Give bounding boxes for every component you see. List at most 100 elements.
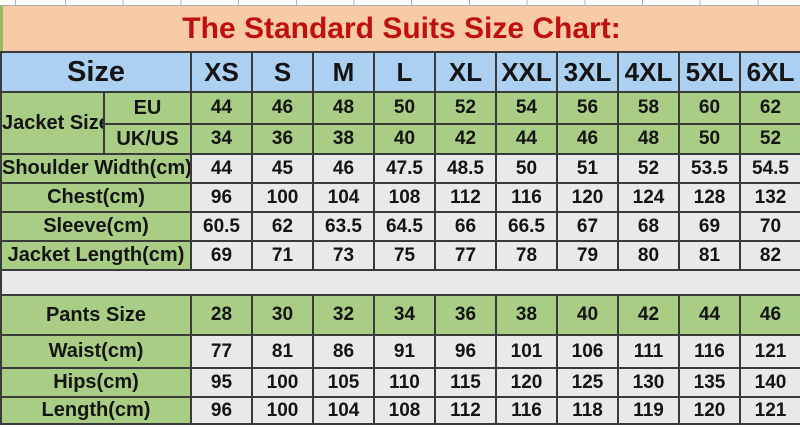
sleeve-cell: 63.5 bbox=[312, 211, 375, 242]
length-cell: 118 bbox=[556, 396, 619, 425]
sleeve-label: Sleeve(cm) bbox=[0, 211, 192, 242]
size-column-header: 4XL bbox=[617, 51, 680, 93]
jacket-length-cell: 79 bbox=[556, 240, 619, 271]
size-column-header: M bbox=[312, 51, 375, 93]
pants-size-row: Pants Size 28 30 32 34 36 38 40 42 44 46 bbox=[0, 294, 800, 336]
length-row: Length(cm) 96 100 104 108 112 116 118 119 120 121 bbox=[0, 396, 800, 425]
waist-cell: 111 bbox=[617, 334, 680, 369]
length-cell: 121 bbox=[739, 396, 800, 425]
shoulder-width-cell: 44 bbox=[190, 153, 253, 184]
length-cell: 112 bbox=[434, 396, 497, 425]
waist-row: Waist(cm) 77 81 86 91 96 101 106 111 116 121 bbox=[0, 334, 800, 369]
jacket-length-cell: 82 bbox=[739, 240, 800, 271]
chest-cell: 132 bbox=[739, 182, 800, 213]
pants-size-cell: 44 bbox=[678, 294, 741, 336]
sleeve-cell: 69 bbox=[678, 211, 741, 242]
jacket-length-row: Jacket Length(cm) 69 71 73 75 77 78 79 80 81 82 bbox=[0, 240, 800, 271]
waist-label: Waist(cm) bbox=[0, 334, 192, 369]
hips-cell: 100 bbox=[251, 367, 314, 398]
eu-size-cell: 60 bbox=[678, 91, 741, 125]
eu-size-cell: 50 bbox=[373, 91, 436, 125]
ukus-size-cell: 40 bbox=[373, 123, 436, 155]
waist-cell: 86 bbox=[312, 334, 375, 369]
size-column-header: XXL bbox=[495, 51, 558, 93]
chest-cell: 116 bbox=[495, 182, 558, 213]
shoulder-width-cell: 53.5 bbox=[678, 153, 741, 184]
pants-size-cell: 38 bbox=[495, 294, 558, 336]
chest-cell: 108 bbox=[373, 182, 436, 213]
jacket-length-cell: 77 bbox=[434, 240, 497, 271]
size-column-header: 6XL bbox=[739, 51, 800, 93]
pants-size-label: Pants Size bbox=[0, 294, 192, 336]
ukus-size-cell: 48 bbox=[617, 123, 680, 155]
size-column-header: XL bbox=[434, 51, 497, 93]
chest-cell: 120 bbox=[556, 182, 619, 213]
jacket-eu-row: Jacket Size EU 44 46 48 50 52 54 56 58 60 62 bbox=[0, 91, 800, 155]
ukus-size-cell: 34 bbox=[190, 123, 253, 155]
length-cell: 96 bbox=[190, 396, 253, 425]
sleeve-cell: 66.5 bbox=[495, 211, 558, 242]
size-column-header: 3XL bbox=[556, 51, 619, 93]
waist-cell: 106 bbox=[556, 334, 619, 369]
sleeve-cell: 66 bbox=[434, 211, 497, 242]
ukus-size-cell: 42 bbox=[434, 123, 497, 155]
sleeve-cell: 67 bbox=[556, 211, 619, 242]
chest-cell: 104 bbox=[312, 182, 375, 213]
hips-cell: 125 bbox=[556, 367, 619, 398]
sleeve-cell: 60.5 bbox=[190, 211, 253, 242]
shoulder-width-label: Shoulder Width(cm) bbox=[0, 153, 192, 184]
length-cell: 100 bbox=[251, 396, 314, 425]
jacket-length-cell: 69 bbox=[190, 240, 253, 271]
waist-cell: 121 bbox=[739, 334, 800, 369]
eu-size-cell: 54 bbox=[495, 91, 558, 125]
jacket-length-cell: 81 bbox=[678, 240, 741, 271]
length-cell: 108 bbox=[373, 396, 436, 425]
hips-cell: 135 bbox=[678, 367, 741, 398]
hips-cell: 120 bbox=[495, 367, 558, 398]
ukus-size-cell: 44 bbox=[495, 123, 558, 155]
eu-size-cell: 62 bbox=[739, 91, 800, 125]
eu-row-label: EU bbox=[103, 91, 192, 125]
length-label: Length(cm) bbox=[0, 396, 192, 425]
pants-size-cell: 30 bbox=[251, 294, 314, 336]
length-cell: 116 bbox=[495, 396, 558, 425]
waist-cell: 91 bbox=[373, 334, 436, 369]
shoulder-width-cell: 47.5 bbox=[373, 153, 436, 184]
size-column-header: XS bbox=[190, 51, 253, 93]
jacket-length-cell: 75 bbox=[373, 240, 436, 271]
spacer-cell bbox=[0, 269, 800, 296]
jacket-length-cell: 78 bbox=[495, 240, 558, 271]
pants-size-cell: 34 bbox=[373, 294, 436, 336]
eu-size-cell: 56 bbox=[556, 91, 619, 125]
pants-size-cell: 36 bbox=[434, 294, 497, 336]
spreadsheet-gridline-strip bbox=[0, 0, 800, 5]
size-corner-label: Size bbox=[0, 51, 192, 93]
shoulder-width-cell: 52 bbox=[617, 153, 680, 184]
size-column-header: 5XL bbox=[678, 51, 741, 93]
sleeve-cell: 62 bbox=[251, 211, 314, 242]
length-cell: 119 bbox=[617, 396, 680, 425]
length-cell: 104 bbox=[312, 396, 375, 425]
spacer-row bbox=[0, 269, 800, 296]
eu-size-cell: 58 bbox=[617, 91, 680, 125]
sleeve-row: Sleeve(cm) 60.5 62 63.5 64.5 66 66.5 67 68 69 70 bbox=[0, 211, 800, 242]
eu-size-cell: 46 bbox=[251, 91, 314, 125]
length-cell: 120 bbox=[678, 396, 741, 425]
sleeve-cell: 68 bbox=[617, 211, 680, 242]
chest-cell: 128 bbox=[678, 182, 741, 213]
hips-row: Hips(cm) 95 100 105 110 115 120 125 130 135 140 bbox=[0, 367, 800, 398]
jacket-length-cell: 71 bbox=[251, 240, 314, 271]
pants-size-cell: 42 bbox=[617, 294, 680, 336]
hips-cell: 115 bbox=[434, 367, 497, 398]
shoulder-width-cell: 45 bbox=[251, 153, 314, 184]
hips-cell: 95 bbox=[190, 367, 253, 398]
size-header-row: Size XS S M L XL XXL 3XL 4XL 5XL 6XL bbox=[0, 51, 800, 93]
ukus-size-cell: 38 bbox=[312, 123, 375, 155]
shoulder-width-cell: 54.5 bbox=[739, 153, 800, 184]
size-column-header: S bbox=[251, 51, 314, 93]
ukus-size-cell: 50 bbox=[678, 123, 741, 155]
hips-cell: 110 bbox=[373, 367, 436, 398]
hips-label: Hips(cm) bbox=[0, 367, 192, 398]
sleeve-cell: 64.5 bbox=[373, 211, 436, 242]
hips-cell: 130 bbox=[617, 367, 680, 398]
